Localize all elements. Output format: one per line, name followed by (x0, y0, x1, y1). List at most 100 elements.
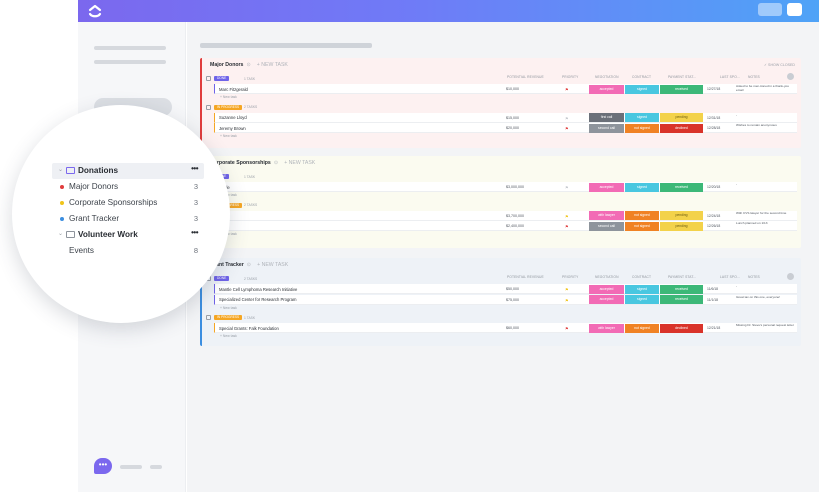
task-name[interactable]: Mantle Cell Lymphoma Research Initiative (219, 286, 298, 292)
negotiation-status[interactable]: second call (589, 221, 624, 231)
table-row[interactable]: Suzanne Lloyd $15,000 ⚑ first call signed pen… (214, 112, 797, 123)
priority-flag-icon[interactable]: ⚑ (565, 115, 569, 121)
priority-flag-icon[interactable]: ⚑ (565, 287, 569, 292)
info-icon[interactable]: ⊙ (246, 62, 251, 68)
payment-status[interactable]: received (660, 284, 703, 294)
negotiation-status[interactable]: accepted (589, 284, 624, 294)
table-row[interactable]: Mantle Cell Lymphoma Research Initiative… (214, 284, 797, 294)
table-row[interactable]: Marc Fitzgerald $10,000 ⚑ accepted signed rec… (214, 84, 797, 94)
priority-flag-icon[interactable]: ⚑ (565, 326, 569, 331)
negotiation-status[interactable]: accepted (589, 182, 624, 192)
new-task-row[interactable]: + New task (220, 305, 237, 310)
table-row[interactable]: Special Grants: Falk Foundation $60,000 ⚑ w… (214, 323, 797, 333)
task-name[interactable]: Marc Fitzgerald (219, 86, 248, 92)
clickup-logo-icon[interactable] (86, 2, 104, 20)
contract-status[interactable]: not signed (625, 123, 659, 133)
notes-cell[interactable]: With CVS lawyer for the second time (736, 211, 787, 215)
table-row[interactable]: Apple$3,000,000⚑acceptedsignedreceived12… (214, 182, 797, 192)
sidebar-item-grant-tracker[interactable]: Grant Tracker 3 (52, 211, 204, 227)
chevron-down-icon[interactable]: ⌄ (58, 231, 64, 237)
payment-status[interactable]: received (660, 182, 703, 192)
add-column-icon[interactable] (787, 273, 794, 280)
priority-flag-icon[interactable]: ⚑ (565, 297, 569, 303)
column-header[interactable]: PAYMENT STAT... (668, 275, 697, 279)
contract-status[interactable]: signed (625, 113, 659, 122)
priority-flag-icon[interactable]: ⚑ (565, 213, 569, 219)
notes-cell[interactable]: Asked to be men-tioned in a thank-you em… (736, 85, 789, 92)
top-bar-profile-button[interactable] (787, 3, 802, 16)
new-task-link[interactable]: + NEW TASK (257, 262, 289, 268)
payment-status[interactable]: pending (660, 211, 703, 220)
column-header[interactable]: NEGOTIATION (595, 275, 619, 279)
column-header[interactable]: NOTES (748, 75, 760, 79)
column-header[interactable]: NEGOTIATION (595, 75, 619, 79)
payment-status[interactable]: declined (660, 123, 703, 133)
contract-status[interactable]: signed (625, 295, 659, 304)
column-header[interactable]: NOTES (748, 275, 760, 279)
chat-icon[interactable]: ••• (94, 458, 112, 474)
priority-flag-icon[interactable]: ⚑ (565, 224, 569, 229)
negotiation-status[interactable]: first call (589, 113, 624, 122)
notes-cell[interactable]: Lunch planned on 1/13 (736, 222, 768, 225)
collapse-icon[interactable] (206, 76, 211, 81)
sidebar-item-corporate-sponsorships[interactable]: Corporate Sponsorships 3 (52, 195, 204, 211)
info-icon[interactable]: ⊙ (273, 160, 279, 166)
negotiation-status[interactable]: second call (589, 123, 624, 133)
contract-status[interactable]: signed (625, 84, 659, 94)
negotiation-status[interactable]: with lawyer (589, 211, 624, 220)
notes-cell[interactable]: - (736, 285, 738, 288)
table-row[interactable]: Specialized Center for Research Program $… (214, 294, 797, 305)
negotiation-status[interactable]: accepted (589, 295, 624, 304)
top-bar-button[interactable] (758, 3, 782, 16)
sidebar-item-events[interactable]: Events 8 (52, 243, 204, 259)
negotiation-status[interactable]: accepted (589, 84, 624, 94)
column-header[interactable]: LAST SPO... (720, 275, 740, 279)
more-options-icon[interactable]: ••• (191, 164, 198, 173)
sidebar-item-major-donors[interactable]: Major Donors 3 (52, 179, 204, 195)
sidebar-item-donations[interactable]: ⌄ Donations ••• (52, 163, 204, 179)
column-header[interactable]: LAST SPO... (720, 75, 740, 79)
column-header[interactable]: PRIORITY (562, 75, 579, 79)
column-header[interactable]: CONTRACT (632, 75, 652, 79)
new-task-row[interactable]: + New task (220, 232, 237, 236)
notes-cell[interactable]: - (736, 183, 738, 186)
contract-status[interactable]: not signed (625, 323, 659, 333)
contract-status[interactable]: not signed (625, 221, 659, 231)
show-closed-toggle[interactable]: ✓ SHOW CLOSED (764, 63, 795, 67)
priority-flag-icon[interactable]: ⚑ (565, 87, 569, 92)
more-options-icon[interactable]: ••• (191, 228, 198, 237)
notes-cell[interactable]: Wishes to remain anonymous (736, 124, 777, 127)
payment-status[interactable]: pending (660, 221, 703, 231)
collapse-icon[interactable] (206, 104, 211, 110)
task-name[interactable]: Special Grants: Falk Foundation (219, 325, 279, 331)
info-icon[interactable]: ⊙ (246, 262, 252, 268)
new-task-link[interactable]: + NEW TASK (256, 62, 288, 68)
priority-flag-icon[interactable]: ⚑ (565, 126, 569, 131)
new-task-row[interactable]: + New task (220, 334, 237, 338)
payment-status[interactable]: pending (660, 113, 703, 122)
table-row[interactable]: Jeremy Brown $20,000 ⚑ second call not signe… (214, 123, 797, 133)
notes-cell[interactable]: Missing Dr. Steve's personal request let… (736, 324, 794, 327)
notes-cell[interactable]: - (736, 113, 738, 117)
priority-flag-icon[interactable]: ⚑ (565, 185, 569, 190)
add-column-icon[interactable] (787, 73, 794, 80)
sidebar-item-volunteer-work[interactable]: ⌄ Volunteer Work ••• (52, 227, 204, 243)
column-header[interactable]: CONTRACT (632, 275, 652, 279)
payment-status[interactable]: declined (660, 323, 703, 333)
task-name[interactable]: Suzanne Lloyd (219, 115, 247, 120)
column-header[interactable]: PRIORITY (562, 275, 579, 279)
column-header[interactable]: POTENTIAL REVENUE (507, 275, 544, 279)
new-task-row[interactable]: + New task (220, 95, 237, 99)
contract-status[interactable]: signed (625, 182, 659, 192)
new-task-link[interactable]: + NEW TASK (284, 160, 316, 166)
notes-cell[interactable]: Great tax on this one, everyone! (736, 295, 781, 299)
new-task-row[interactable]: + New task (220, 134, 237, 138)
column-header[interactable]: PAYMENT STAT... (668, 75, 697, 79)
payment-status[interactable]: received (660, 84, 703, 94)
payment-status[interactable]: received (660, 295, 703, 304)
contract-status[interactable]: signed (625, 284, 659, 294)
negotiation-status[interactable]: with lawyer (589, 323, 624, 333)
column-header[interactable]: POTENTIAL REVENUE (507, 75, 544, 79)
chevron-down-icon[interactable]: ⌄ (58, 167, 64, 173)
